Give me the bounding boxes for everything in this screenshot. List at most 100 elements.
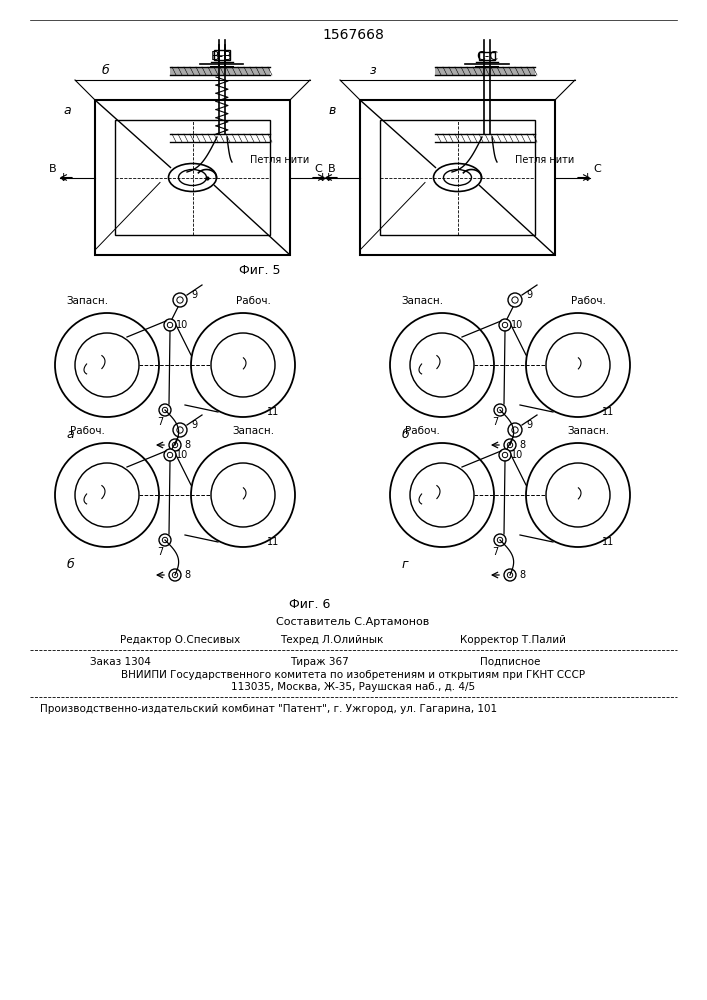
Circle shape (168, 322, 173, 328)
Text: 8: 8 (519, 440, 525, 450)
Circle shape (508, 572, 513, 578)
Ellipse shape (168, 163, 216, 192)
Text: 9: 9 (526, 420, 532, 430)
Text: ↓: ↓ (58, 172, 68, 182)
Bar (479, 52, 495, 60)
Circle shape (504, 569, 516, 581)
Circle shape (55, 443, 159, 547)
Circle shape (191, 313, 295, 417)
Text: Рабоч.: Рабоч. (235, 296, 271, 306)
Circle shape (494, 534, 506, 546)
Circle shape (497, 537, 503, 543)
Circle shape (508, 423, 522, 437)
Text: 8: 8 (519, 570, 525, 580)
Text: Запасн.: Запасн. (66, 296, 108, 306)
Circle shape (191, 443, 295, 547)
Text: з: з (370, 64, 376, 77)
Text: 7: 7 (157, 547, 163, 557)
Text: Рабоч.: Рабоч. (404, 426, 440, 436)
Circle shape (173, 423, 187, 437)
Text: С: С (314, 164, 322, 174)
Text: 10: 10 (511, 320, 523, 330)
Text: 9: 9 (526, 290, 532, 300)
Circle shape (499, 319, 511, 331)
Circle shape (508, 442, 513, 448)
Ellipse shape (433, 163, 481, 192)
Text: В: В (49, 164, 57, 174)
Circle shape (177, 297, 183, 303)
Text: ВНИИПИ Государственного комитета по изобретениям и открытиям при ГКНТ СССР: ВНИИПИ Государственного комитета по изоб… (121, 670, 585, 680)
Text: Петля нити: Петля нити (250, 155, 309, 165)
Circle shape (55, 313, 159, 417)
Bar (435, 134, 535, 142)
Bar (170, 134, 270, 142)
Text: 7: 7 (492, 417, 498, 427)
Circle shape (502, 452, 508, 458)
Bar (170, 67, 270, 75)
Text: ↓: ↓ (323, 172, 333, 182)
Text: 10: 10 (176, 450, 188, 460)
Circle shape (211, 463, 275, 527)
Circle shape (494, 404, 506, 416)
Text: 8: 8 (184, 440, 190, 450)
Text: а: а (63, 104, 71, 116)
Text: б: б (401, 428, 409, 442)
Bar (380, 120, 535, 235)
Ellipse shape (443, 169, 472, 186)
Text: Редактор О.Спесивых: Редактор О.Спесивых (120, 635, 240, 645)
Text: С: С (593, 164, 601, 174)
Text: 113035, Москва, Ж-35, Раушская наб., д. 4/5: 113035, Москва, Ж-35, Раушская наб., д. … (231, 682, 475, 692)
Text: Тираж 367: Тираж 367 (290, 657, 349, 667)
Text: ↓: ↓ (583, 172, 592, 182)
Text: 8: 8 (184, 570, 190, 580)
Circle shape (75, 463, 139, 527)
Circle shape (526, 443, 630, 547)
Text: 11: 11 (602, 537, 614, 547)
Circle shape (499, 449, 511, 461)
Text: б: б (101, 64, 109, 77)
Text: б: б (66, 558, 74, 572)
Text: 7: 7 (157, 417, 163, 427)
Circle shape (211, 333, 275, 397)
Circle shape (502, 322, 508, 328)
Text: Составитель С.Артамонов: Составитель С.Артамонов (276, 617, 430, 627)
Bar (95, 100, 290, 255)
Circle shape (168, 452, 173, 458)
Ellipse shape (205, 151, 223, 163)
Circle shape (546, 333, 610, 397)
Circle shape (159, 534, 171, 546)
Ellipse shape (477, 155, 485, 161)
Text: 1567668: 1567668 (322, 28, 384, 42)
Circle shape (177, 427, 183, 433)
Text: Петля нити: Петля нити (515, 155, 574, 165)
Circle shape (173, 572, 177, 578)
Circle shape (173, 442, 177, 448)
Text: 7: 7 (492, 547, 498, 557)
Circle shape (164, 449, 176, 461)
Text: Запасн.: Запасн. (401, 296, 443, 306)
Circle shape (508, 293, 522, 307)
Text: С-С: С-С (476, 50, 498, 64)
Text: Производственно-издательский комбинат "Патент", г. Ужгород, ул. Гагарина, 101: Производственно-издательский комбинат "П… (40, 704, 497, 714)
Bar (115, 120, 270, 235)
Circle shape (410, 333, 474, 397)
Text: Техред Л.Олийнык: Техред Л.Олийнык (280, 635, 383, 645)
Circle shape (164, 319, 176, 331)
Text: Фиг. 6: Фиг. 6 (289, 598, 331, 611)
Text: 11: 11 (267, 407, 279, 417)
Circle shape (169, 439, 181, 451)
Text: Рабоч.: Рабоч. (69, 426, 105, 436)
Text: а: а (66, 428, 74, 442)
Text: 11: 11 (267, 537, 279, 547)
Text: Подписное: Подписное (480, 657, 540, 667)
Text: Запасн.: Запасн. (567, 426, 609, 436)
Circle shape (169, 569, 181, 581)
Text: 9: 9 (191, 290, 197, 300)
Text: 10: 10 (176, 320, 188, 330)
Circle shape (163, 407, 168, 413)
Circle shape (75, 333, 139, 397)
Circle shape (546, 463, 610, 527)
Ellipse shape (470, 151, 488, 163)
Circle shape (497, 407, 503, 413)
Circle shape (512, 297, 518, 303)
